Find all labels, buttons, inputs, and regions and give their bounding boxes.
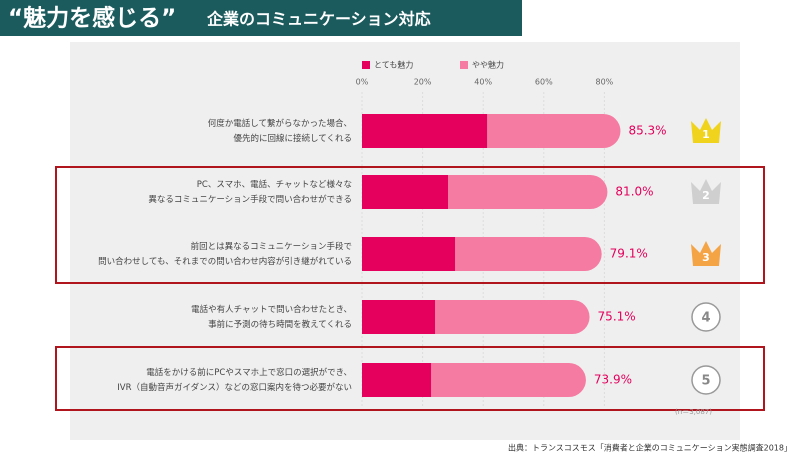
category-label: 前回とは異なるコミュニケーション手段で [191, 241, 352, 252]
title-lead: “魅力を感じる” [8, 5, 176, 32]
total-label: 73.9% [594, 373, 632, 387]
category-label: 異なるコミュニケーション手段で問い合わせができる [148, 194, 352, 205]
rank-crown [691, 179, 721, 204]
bar-segment [435, 300, 590, 334]
highlight-box [55, 166, 765, 284]
category-label: 電話や有人チャットで問い合わせたとき、 [191, 304, 352, 315]
x-tick-label: 20% [414, 78, 432, 87]
legend-label: やや魅力 [472, 60, 504, 70]
category-label: 優先的に回線に接続してくれる [234, 133, 353, 144]
highlight-box [55, 346, 765, 411]
total-label: 85.3% [628, 124, 666, 138]
category-label: 問い合わせしても、それまでの問い合わせ内容が引き継がれている [98, 256, 352, 267]
bar-segment [362, 363, 432, 397]
sample-note: (n＝3,087) [675, 408, 712, 416]
rank-number: 4 [701, 311, 710, 326]
category-label: PC、スマホ、電話、チャットなど様々な [197, 179, 352, 190]
bar-segment [362, 175, 449, 209]
legend-label: とても魅力 [374, 60, 413, 70]
legend-swatch [460, 61, 468, 69]
x-tick-label: 0% [356, 78, 369, 87]
source: 出典：トランスコスモス「消費者と企業のコミュニケーション実態調査2018」 [508, 443, 792, 453]
category-label: 電話をかける前にPCやスマホ上で窓口の選択ができ、 [146, 367, 352, 378]
bar-segment [487, 114, 621, 148]
rank-number: 1 [702, 128, 710, 141]
legend-swatch [362, 61, 370, 69]
rank-circle [691, 302, 721, 332]
rank-circle [691, 365, 721, 395]
bar-segment [362, 237, 456, 271]
chart-title: 企業のコミュニケーション対応 [206, 10, 431, 29]
rank-number: 3 [702, 251, 710, 264]
rank-crown [691, 241, 721, 266]
category-label: 何度か電話して繋がらなかった場合、 [208, 118, 352, 129]
rank-number: 2 [702, 189, 710, 202]
category-label: IVR（自動音声ガイダンス）などの窓口案内を待つ必要がない [117, 382, 352, 393]
bar-segment [362, 300, 436, 334]
x-tick-label: 80% [596, 78, 614, 87]
bar-segment [455, 237, 602, 271]
total-label: 75.1% [598, 310, 636, 324]
total-label: 81.0% [615, 185, 653, 199]
rank-number: 5 [701, 374, 710, 389]
x-tick-label: 60% [535, 78, 553, 87]
total-label: 79.1% [610, 247, 648, 261]
x-tick-label: 40% [474, 78, 492, 87]
category-label: 事前に予測の待ち時間を教えてくれる [208, 319, 352, 330]
bar-segment [431, 363, 586, 397]
title-banner [0, 0, 522, 36]
bar-segment [448, 175, 608, 209]
rank-crown [691, 118, 721, 143]
bar-segment [362, 114, 488, 148]
